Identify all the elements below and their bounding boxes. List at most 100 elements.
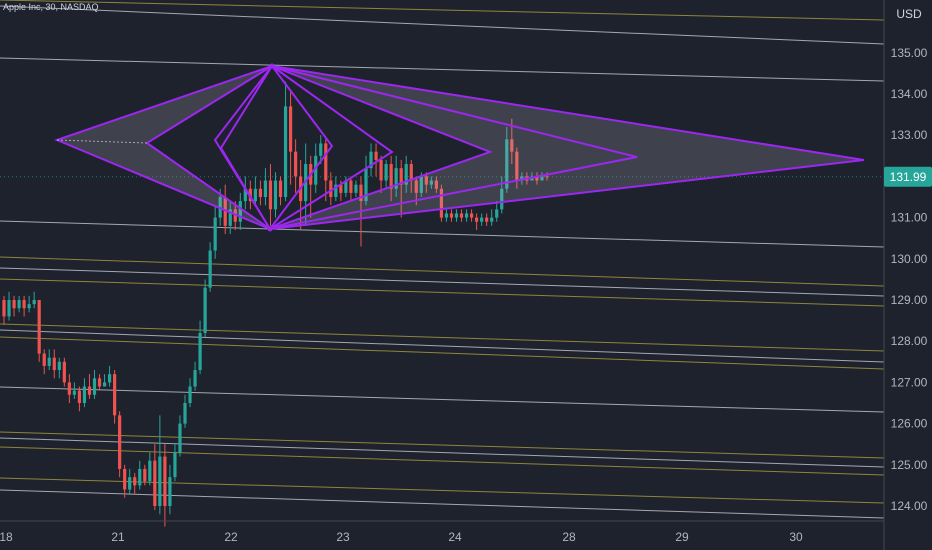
candle <box>67 374 71 403</box>
time-tick-label: 22 <box>224 530 238 544</box>
candle-body <box>118 415 122 469</box>
price-tick-label: 133.00 <box>891 128 928 142</box>
candle <box>344 176 348 197</box>
candle-body <box>394 168 398 189</box>
candle-body <box>334 184 338 197</box>
candle <box>258 180 263 206</box>
price-tick-label: 130.00 <box>891 252 928 266</box>
pattern-wing <box>269 65 334 230</box>
candle-body <box>198 332 202 371</box>
candle-body <box>329 180 333 197</box>
candle-body <box>429 180 433 185</box>
pattern-wing <box>219 65 273 230</box>
candle <box>394 155 398 197</box>
candle-body <box>188 386 192 403</box>
candle <box>32 291 36 309</box>
candle-body <box>12 300 16 309</box>
candle <box>273 172 278 218</box>
candle-body <box>319 143 323 156</box>
candle-body <box>7 300 11 317</box>
candle <box>168 464 172 515</box>
candle <box>7 291 11 321</box>
candle <box>439 184 444 222</box>
price-axis[interactable]: USD 124.00 125.00 126.00 127.00 128.00 129.00… <box>883 0 928 550</box>
candle-body <box>434 180 438 189</box>
symbol-header: Apple Inc, 30, NASDAQ <box>3 2 99 12</box>
candle <box>263 168 268 206</box>
candle <box>334 176 338 202</box>
candle <box>87 374 92 399</box>
candle-body <box>62 361 66 383</box>
candle <box>238 192 242 230</box>
candle <box>283 81 288 202</box>
candle-body <box>128 477 132 490</box>
candle <box>133 473 137 494</box>
trend-line <box>0 323 885 352</box>
trend-line <box>0 336 885 370</box>
candle-body <box>500 188 504 210</box>
candle <box>464 209 469 222</box>
trend-line <box>0 477 885 504</box>
candle-body <box>32 300 36 305</box>
pattern-fill <box>270 66 637 229</box>
candle-body <box>540 176 544 181</box>
candle <box>434 176 438 193</box>
candle <box>37 300 41 362</box>
price-tick-label: 135.00 <box>891 46 928 60</box>
candle-body <box>17 300 21 309</box>
candle <box>153 444 157 511</box>
candle <box>520 172 524 185</box>
candle-body <box>173 452 177 478</box>
candle-body <box>379 159 383 181</box>
candle <box>449 209 454 222</box>
candle-body <box>480 217 484 222</box>
candle <box>253 176 257 206</box>
candle <box>138 460 142 490</box>
candle <box>364 155 368 206</box>
candle-body <box>384 164 388 181</box>
candle-body <box>424 176 428 185</box>
candle-body <box>243 188 247 202</box>
candle <box>198 320 202 375</box>
candle <box>354 180 358 197</box>
candle-body <box>77 390 82 403</box>
pattern-wing <box>269 65 493 230</box>
candle <box>243 176 247 210</box>
candle <box>319 135 323 165</box>
trend-lines <box>0 0 885 519</box>
candle-body <box>294 151 298 177</box>
candle-body <box>354 184 358 193</box>
candle <box>389 155 393 202</box>
candle-body <box>208 250 212 288</box>
candle <box>163 444 167 527</box>
candle-body <box>404 164 408 185</box>
candle <box>399 159 403 218</box>
candle <box>444 209 449 222</box>
candle-body <box>113 374 117 416</box>
candle-body <box>82 386 87 403</box>
candle-body <box>439 188 444 218</box>
candle <box>128 468 132 494</box>
diamond-pattern-drawing[interactable] <box>54 63 865 232</box>
candle-body <box>314 155 318 185</box>
candle <box>178 415 182 457</box>
trend-line <box>0 329 885 363</box>
candle-body <box>459 213 464 218</box>
price-tick-label: 124.00 <box>891 499 928 513</box>
candle <box>27 295 31 313</box>
candle-body <box>339 184 343 193</box>
candle <box>188 378 192 408</box>
trend-line <box>0 256 885 287</box>
candle-body <box>444 213 449 218</box>
candle-body <box>168 477 172 506</box>
candle <box>143 464 147 486</box>
time-tick-label: 24 <box>448 530 462 544</box>
pattern-wing <box>269 65 638 230</box>
pattern-apex-bottom <box>267 226 273 232</box>
candle-body <box>344 180 348 193</box>
time-tick-label: 29 <box>675 530 689 544</box>
candle <box>213 205 217 259</box>
candle <box>57 357 61 379</box>
time-axis[interactable]: 18 21 22 23 24 28 29 30 <box>0 520 884 544</box>
